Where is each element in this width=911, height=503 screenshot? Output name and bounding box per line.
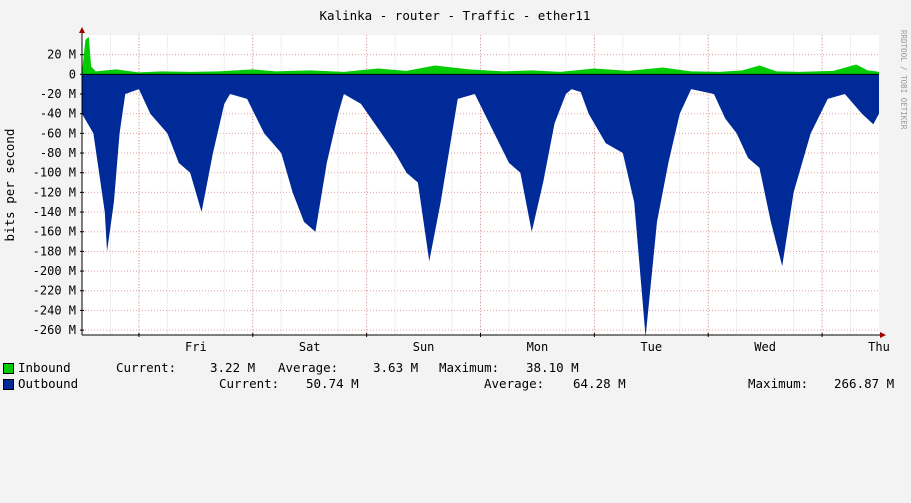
rrdtool-watermark: RRDTOOL / TOBI OETIKER bbox=[899, 30, 908, 130]
x-tick-label: Thu bbox=[868, 340, 890, 354]
y-tick-label: -120 M bbox=[33, 185, 76, 199]
outbound-current-label: Current: bbox=[219, 376, 280, 391]
labels: 20 M 0 -20 M -40 M -60 M -80 M -100 M -120 M -14… bbox=[33, 48, 890, 354]
y-tick-label: -200 M bbox=[33, 264, 76, 278]
inbound-current-label: Current: bbox=[116, 360, 177, 375]
y-tick-label: -140 M bbox=[33, 205, 76, 219]
inbound-swatch bbox=[3, 363, 14, 374]
y-tick-label: -220 M bbox=[33, 284, 76, 298]
axes bbox=[79, 27, 886, 338]
y-tick-label: -240 M bbox=[33, 303, 76, 317]
y-tick-label: -40 M bbox=[40, 107, 76, 121]
inbound-maximum-value: 38.10 M bbox=[526, 360, 579, 375]
outbound-swatch bbox=[3, 379, 14, 390]
y-tick-label: -160 M bbox=[33, 225, 76, 239]
y-axis-label: bits per second bbox=[2, 129, 17, 242]
chart-title: Kalinka - router - Traffic - ether11 bbox=[320, 8, 591, 23]
x-tick-label: Sat bbox=[299, 340, 321, 354]
series-layer bbox=[82, 36, 879, 337]
inbound-label: Inbound bbox=[18, 360, 71, 375]
x-tick-label: Sun bbox=[413, 340, 435, 354]
traffic-chart: 20 M 0 -20 M -40 M -60 M -80 M -100 M -120 M -14… bbox=[2, 8, 908, 354]
inbound-current-value: 3.22 M bbox=[210, 360, 256, 375]
outbound-label: Outbound bbox=[18, 376, 79, 391]
y-tick-label: -260 M bbox=[33, 323, 76, 337]
y-tick-label: -60 M bbox=[40, 126, 76, 140]
inbound-average-label: Average: bbox=[278, 360, 339, 375]
y-tick-label: 20 M bbox=[47, 48, 76, 62]
x-tick-label: Fri bbox=[185, 340, 207, 354]
y-axis-arrow bbox=[79, 27, 85, 33]
inbound-average-value: 3.63 M bbox=[373, 360, 419, 375]
inbound-maximum-label: Maximum: bbox=[439, 360, 500, 375]
outbound-current-value: 50.74 M bbox=[306, 376, 359, 391]
outbound-average-label: Average: bbox=[484, 376, 545, 391]
y-tick-label: -80 M bbox=[40, 146, 76, 160]
x-tick-label: Tue bbox=[640, 340, 662, 354]
y-tick-label: -100 M bbox=[33, 166, 76, 180]
x-tick-label: Mon bbox=[527, 340, 549, 354]
x-axis-arrow bbox=[880, 332, 886, 338]
x-tick-label: Wed bbox=[754, 340, 776, 354]
outbound-maximum-value: 266.87 M bbox=[834, 376, 895, 391]
outbound-maximum-label: Maximum: bbox=[748, 376, 809, 391]
y-tick-label: -20 M bbox=[40, 87, 76, 101]
outbound-average-value: 64.28 M bbox=[573, 376, 626, 391]
y-tick-label: 0 bbox=[69, 67, 76, 81]
y-tick-label: -180 M bbox=[33, 244, 76, 258]
series-area-outbound bbox=[82, 74, 879, 337]
legend-row-outbound: Outbound Current: 50.74 M Average: 64.28… bbox=[3, 377, 894, 391]
legend-row-inbound: Inbound Current: 3.22 M Average: 3.63 M … bbox=[3, 361, 579, 375]
